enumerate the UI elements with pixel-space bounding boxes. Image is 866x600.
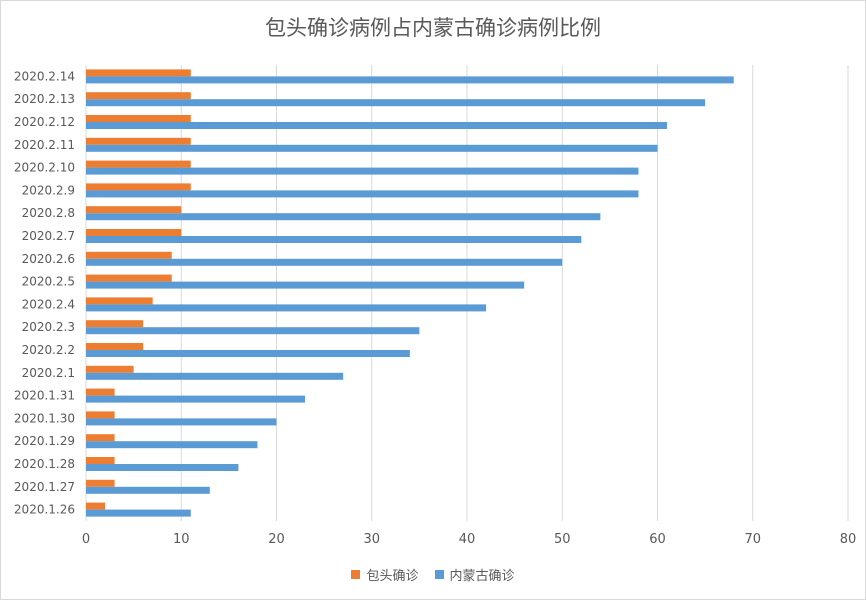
legend-swatch-baotou: [351, 570, 361, 579]
bar-baotou: [86, 388, 115, 396]
y-tick-label: 2020.2.1: [22, 366, 75, 380]
bar-inner-mongolia: [86, 464, 239, 471]
bar-baotou: [86, 115, 191, 122]
bar-baotou: [86, 229, 182, 236]
y-tick-label: 2020.1.31: [14, 389, 75, 403]
bar-baotou: [86, 297, 153, 305]
bar-inner-mongolia: [86, 236, 582, 243]
bar-inner-mongolia: [86, 418, 277, 426]
bar-inner-mongolia: [86, 213, 601, 221]
x-tick-label: 0: [82, 532, 90, 547]
y-tick-label: 2020.2.6: [22, 252, 75, 266]
y-tick-label: 2020.2.10: [14, 161, 75, 175]
x-tick-label: 80: [840, 532, 857, 547]
bar-inner-mongolia: [86, 304, 487, 312]
bar-baotou: [86, 365, 134, 373]
y-tick-label: 2020.2.2: [22, 343, 75, 357]
y-tick-label: 2020.1.28: [14, 457, 75, 471]
bar-baotou: [86, 251, 172, 259]
y-tick-label: 2020.1.29: [14, 434, 75, 448]
y-tick-label: 2020.2.3: [22, 320, 75, 334]
legend-label-inner-mongolia: 内蒙古确诊: [449, 569, 515, 584]
y-tick-label: 2020.2.14: [14, 69, 75, 83]
legend-label-baotou: 包头确诊: [366, 569, 419, 584]
chart-title: 包头确诊病例占内蒙古确诊病例比例: [265, 16, 601, 40]
legend-item-baotou: 包头确诊: [351, 565, 419, 584]
y-tick-label: 2020.1.26: [14, 503, 75, 517]
x-tick-label: 70: [744, 532, 761, 547]
y-tick-label: 2020.2.5: [22, 275, 75, 289]
bar-baotou: [86, 160, 191, 168]
bar-inner-mongolia: [86, 190, 639, 198]
bar-baotou: [86, 69, 191, 77]
bar-inner-mongolia: [86, 167, 639, 175]
legend-item-inner-mongolia: 内蒙古确诊: [434, 565, 515, 584]
legend-swatch-inner-mongolia: [434, 570, 444, 579]
bar-baotou: [86, 479, 115, 487]
bar-baotou: [86, 457, 115, 464]
bar-inner-mongolia: [86, 327, 420, 335]
bar-inner-mongolia: [86, 99, 706, 107]
x-tick-label: 50: [554, 532, 571, 547]
x-tick-label: 20: [268, 532, 285, 547]
y-tick-label: 2020.2.8: [22, 206, 75, 220]
bar-baotou: [86, 206, 182, 214]
bar-baotou: [86, 411, 115, 419]
bar-baotou: [86, 343, 144, 350]
y-tick-label: 2020.2.4: [22, 297, 75, 311]
bar-baotou: [86, 92, 191, 100]
bar-inner-mongolia: [86, 372, 344, 380]
bar-inner-mongolia: [86, 441, 258, 449]
bar-baotou: [86, 434, 115, 442]
bar-inner-mongolia: [86, 509, 191, 517]
bar-inner-mongolia: [86, 281, 525, 289]
y-tick-label: 2020.2.7: [22, 229, 75, 243]
y-tick-label: 2020.2.9: [22, 183, 75, 197]
x-tick-label: 10: [173, 532, 190, 547]
y-tick-label: 2020.1.27: [14, 480, 75, 494]
bar-baotou: [86, 183, 191, 191]
bar-baotou: [86, 502, 106, 510]
bar-inner-mongolia: [86, 350, 410, 357]
x-tick-label: 40: [459, 532, 476, 547]
y-tick-label: 2020.2.12: [14, 115, 75, 129]
x-tick-label: 30: [363, 532, 380, 547]
y-tick-label: 2020.1.30: [14, 411, 75, 425]
x-tick-label: 60: [649, 532, 666, 547]
y-tick-label: 2020.2.11: [14, 138, 75, 152]
bar-inner-mongolia: [86, 258, 563, 266]
bar-inner-mongolia: [86, 144, 658, 152]
bar-baotou: [86, 137, 191, 145]
legend: 包头确诊 内蒙古确诊: [0, 565, 866, 584]
bar-inner-mongolia: [86, 122, 668, 129]
bar-inner-mongolia: [86, 486, 210, 494]
bar-inner-mongolia: [86, 76, 734, 84]
bar-baotou: [86, 320, 144, 328]
bar-baotou: [86, 274, 172, 282]
y-tick-label: 2020.2.13: [14, 92, 75, 106]
bar-inner-mongolia: [86, 395, 306, 403]
